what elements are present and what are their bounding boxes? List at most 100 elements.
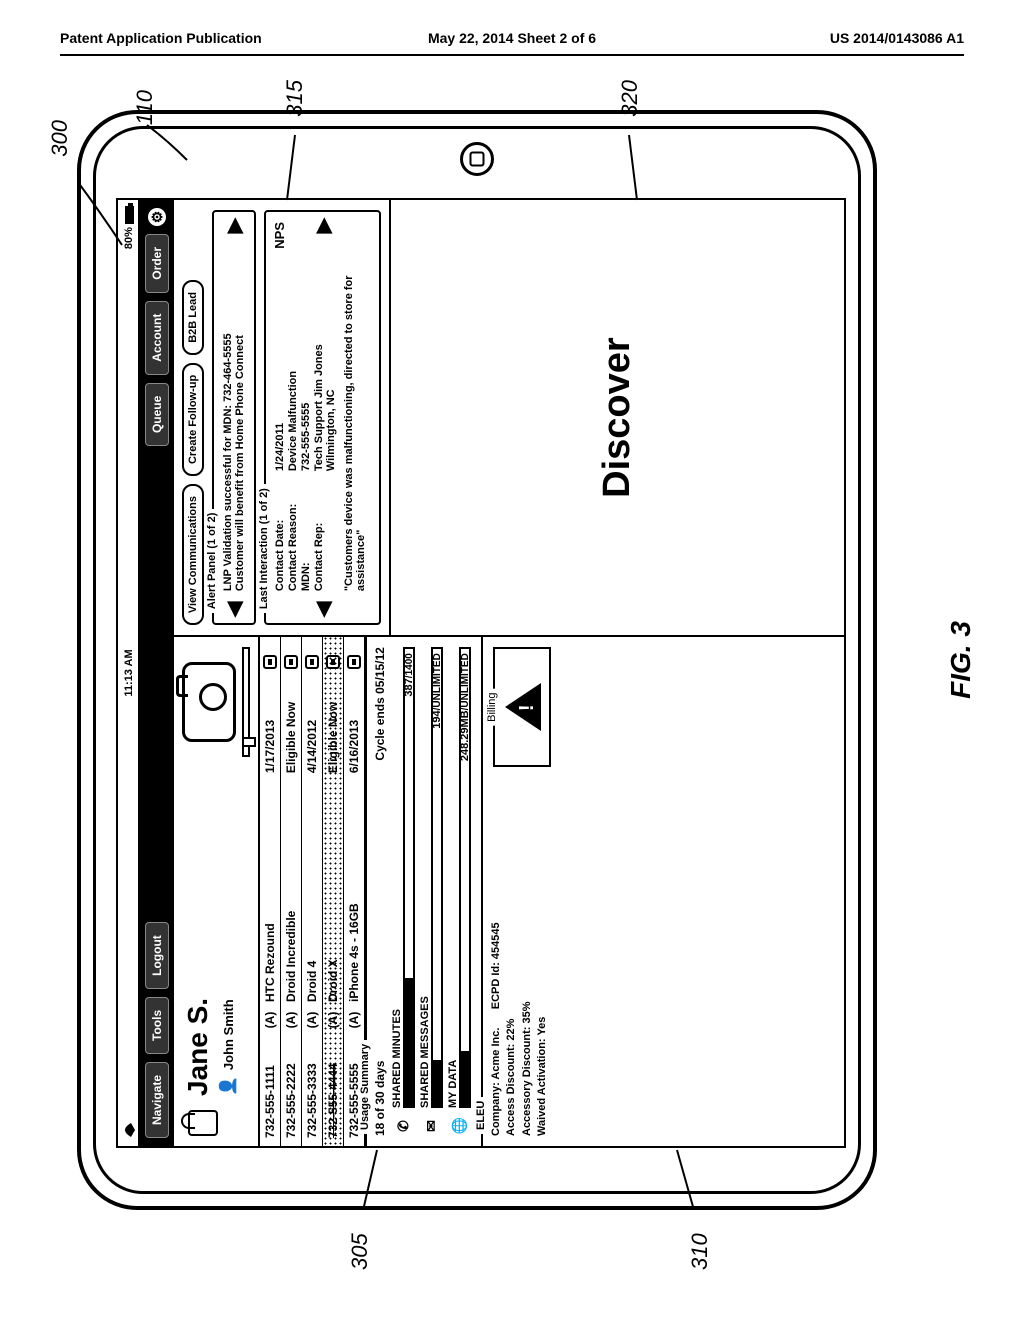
grip-icon[interactable]	[347, 655, 361, 669]
device-date: 1/17/2013	[263, 673, 277, 773]
usage-label: SHARED MESSAGES	[419, 647, 431, 1108]
status-time: 11:13 AM	[118, 649, 140, 696]
usage-label: SHARED MINUTES	[391, 647, 403, 1108]
device-a: (A)	[305, 1006, 319, 1034]
alert-panel-title: Alert Panel (1 of 2)	[206, 509, 218, 614]
alert-next-icon[interactable]: ▶	[222, 218, 247, 233]
device-mdn: 732-555-4444	[326, 1038, 340, 1138]
camera-slider[interactable]	[242, 647, 250, 757]
profile-block: Jane S. 👤 John Smith	[174, 637, 258, 1146]
nps-label: NPS	[272, 222, 287, 249]
device-a: (A)	[263, 1006, 277, 1034]
device-mdn: 732-555-3333	[305, 1038, 319, 1138]
nav-logout[interactable]: Logout	[145, 922, 169, 989]
device-a: (A)	[284, 1006, 298, 1034]
create-followup-button[interactable]: Create Follow-up	[182, 363, 204, 476]
usage-meter: 387/1400	[403, 647, 415, 1108]
warning-icon	[505, 683, 541, 731]
eleu-panel: ELEU Billing Company: Acme Inc. ECPD Id:…	[481, 637, 844, 1146]
eleu-ecpd: ECPD Id: 454545	[490, 922, 502, 1009]
nav-order[interactable]: Order	[145, 234, 169, 293]
assoc-name: John Smith	[221, 999, 236, 1070]
wifi-icon	[121, 1122, 135, 1138]
grip-icon[interactable]	[263, 655, 277, 669]
device-model: Droid Incredible	[284, 777, 298, 1002]
alert-line1: LNP Validation successful for MDN: 732-4…	[222, 244, 234, 591]
device-date: 6/16/2013	[347, 673, 361, 773]
callout-300: 300	[47, 120, 73, 157]
last-title: Last Interaction (1 of 2)	[258, 484, 270, 613]
device-row[interactable]: 732-555-2222 (A) Droid Incredible Eligible …	[281, 637, 302, 1146]
eleu-company: Company: Acme Inc.	[490, 1028, 502, 1136]
figure-label: FIG. 3	[945, 621, 977, 699]
nav-tools[interactable]: Tools	[145, 997, 169, 1054]
last-note: "Customers device was malfunctioning, di…	[343, 244, 367, 591]
alert-prev-icon[interactable]: ◀	[222, 602, 247, 617]
usage-row: ✉ SHARED MESSAGES194/UNLIMITED	[419, 647, 443, 1136]
device-model: Droid X	[326, 777, 340, 1002]
nav-navigate[interactable]: Navigate	[145, 1062, 169, 1138]
usage-meter: 248.29MB/UNLIMITED	[459, 647, 471, 1108]
device-date: Eligible Now	[284, 673, 298, 773]
usage-meter: 194/UNLIMITED	[431, 647, 443, 1108]
tablet-outline: 11:13 AM 80% Navigate Tools Logout Queue…	[77, 110, 877, 1210]
last-prev-icon[interactable]: ◀	[310, 602, 335, 617]
discover-area[interactable]: Discover	[389, 200, 844, 635]
last-next-icon[interactable]: ▶	[310, 218, 335, 233]
grip-icon[interactable]	[284, 655, 298, 669]
device-table: 732-555-1111(A)HTC Rezound1/17/2013732-5…	[258, 637, 365, 1146]
customer-name: Jane S.	[182, 998, 214, 1096]
nav-queue[interactable]: Queue	[145, 383, 169, 446]
person-icon: 👤	[218, 1076, 238, 1096]
device-model: iPhone 4s - 16GB	[347, 777, 361, 1002]
callout-305: 305	[347, 1233, 373, 1270]
callout-320: 320	[617, 80, 643, 117]
figure: 11:13 AM 80% Navigate Tools Logout Queue…	[77, 110, 947, 1210]
status-battery: 80%	[118, 206, 140, 249]
last-interaction-panel: Last Interaction (1 of 2) NPS ◀ ▶ Contac…	[264, 210, 381, 625]
device-mdn: 732-555-2222	[284, 1038, 298, 1138]
usage-cycle: Cycle ends 05/15/12	[373, 647, 387, 760]
grip-icon[interactable]	[305, 655, 319, 669]
msg-icon: ✉	[423, 1116, 440, 1136]
eleu-title: ELEU	[475, 1097, 487, 1134]
left-column: Jane S. 👤 John Smith 732-555-1111 (A) HTC …	[174, 635, 844, 1146]
device-date: 4/14/2012	[305, 673, 319, 773]
status-bar: 11:13 AM 80%	[118, 200, 140, 1146]
alert-line2: Customer will benefit from Home Phone Co…	[234, 244, 246, 591]
callout-310: 310	[687, 1233, 713, 1270]
header-mid: May 22, 2014 Sheet 2 of 6	[60, 30, 964, 46]
device-a: (A)	[326, 1006, 340, 1034]
right-column: View Communications Create Follow-up B2B…	[174, 200, 844, 635]
billing-alert[interactable]: Billing	[493, 647, 551, 767]
device-a: (A)	[347, 1006, 361, 1034]
usage-title: Usage Summary	[359, 1040, 371, 1134]
device-row[interactable]: 732-555-3333 (A) Droid 4 4/14/2012	[302, 637, 323, 1146]
shopping-bag-icon	[188, 1110, 218, 1136]
home-button-icon[interactable]	[460, 142, 494, 176]
nav-bar: Navigate Tools Logout Queue Account Orde…	[140, 200, 174, 1146]
grip-icon[interactable]	[326, 655, 340, 669]
gear-icon[interactable]: ⚙	[148, 208, 166, 226]
alert-panel: Alert Panel (1 of 2) ◀ ▶ LNP Validation …	[212, 210, 256, 625]
phone-icon: ✆	[395, 1116, 412, 1136]
usage-row: ✆ SHARED MINUTES387/1400	[391, 647, 415, 1136]
device-row[interactable]: 732-555-4444 (A) Droid X Eligible Now	[323, 637, 344, 1146]
device-mdn: 732-555-1111	[263, 1038, 277, 1138]
battery-icon	[125, 206, 134, 224]
b2b-lead-button[interactable]: B2B Lead	[182, 280, 204, 355]
usage-days: 18 of 30 days	[373, 1061, 387, 1136]
usage-label: MY DATA	[447, 647, 459, 1108]
globe-icon: 🌐	[451, 1116, 468, 1136]
callout-315: 315	[282, 80, 308, 117]
nav-account[interactable]: Account	[145, 301, 169, 375]
view-communications-button[interactable]: View Communications	[182, 484, 204, 625]
device-row[interactable]: 732-555-1111 (A) HTC Rezound 1/17/2013	[260, 637, 281, 1146]
usage-panel: Usage Summary 18 of 30 days Cycle ends 0…	[365, 637, 481, 1146]
camera-icon[interactable]	[182, 662, 236, 742]
device-model: Droid 4	[305, 777, 319, 1002]
callout-110: 110	[132, 90, 158, 125]
device-date: Eligible Now	[326, 673, 340, 773]
device-model: HTC Rezound	[263, 777, 277, 1002]
screen: 11:13 AM 80% Navigate Tools Logout Queue…	[116, 198, 846, 1148]
